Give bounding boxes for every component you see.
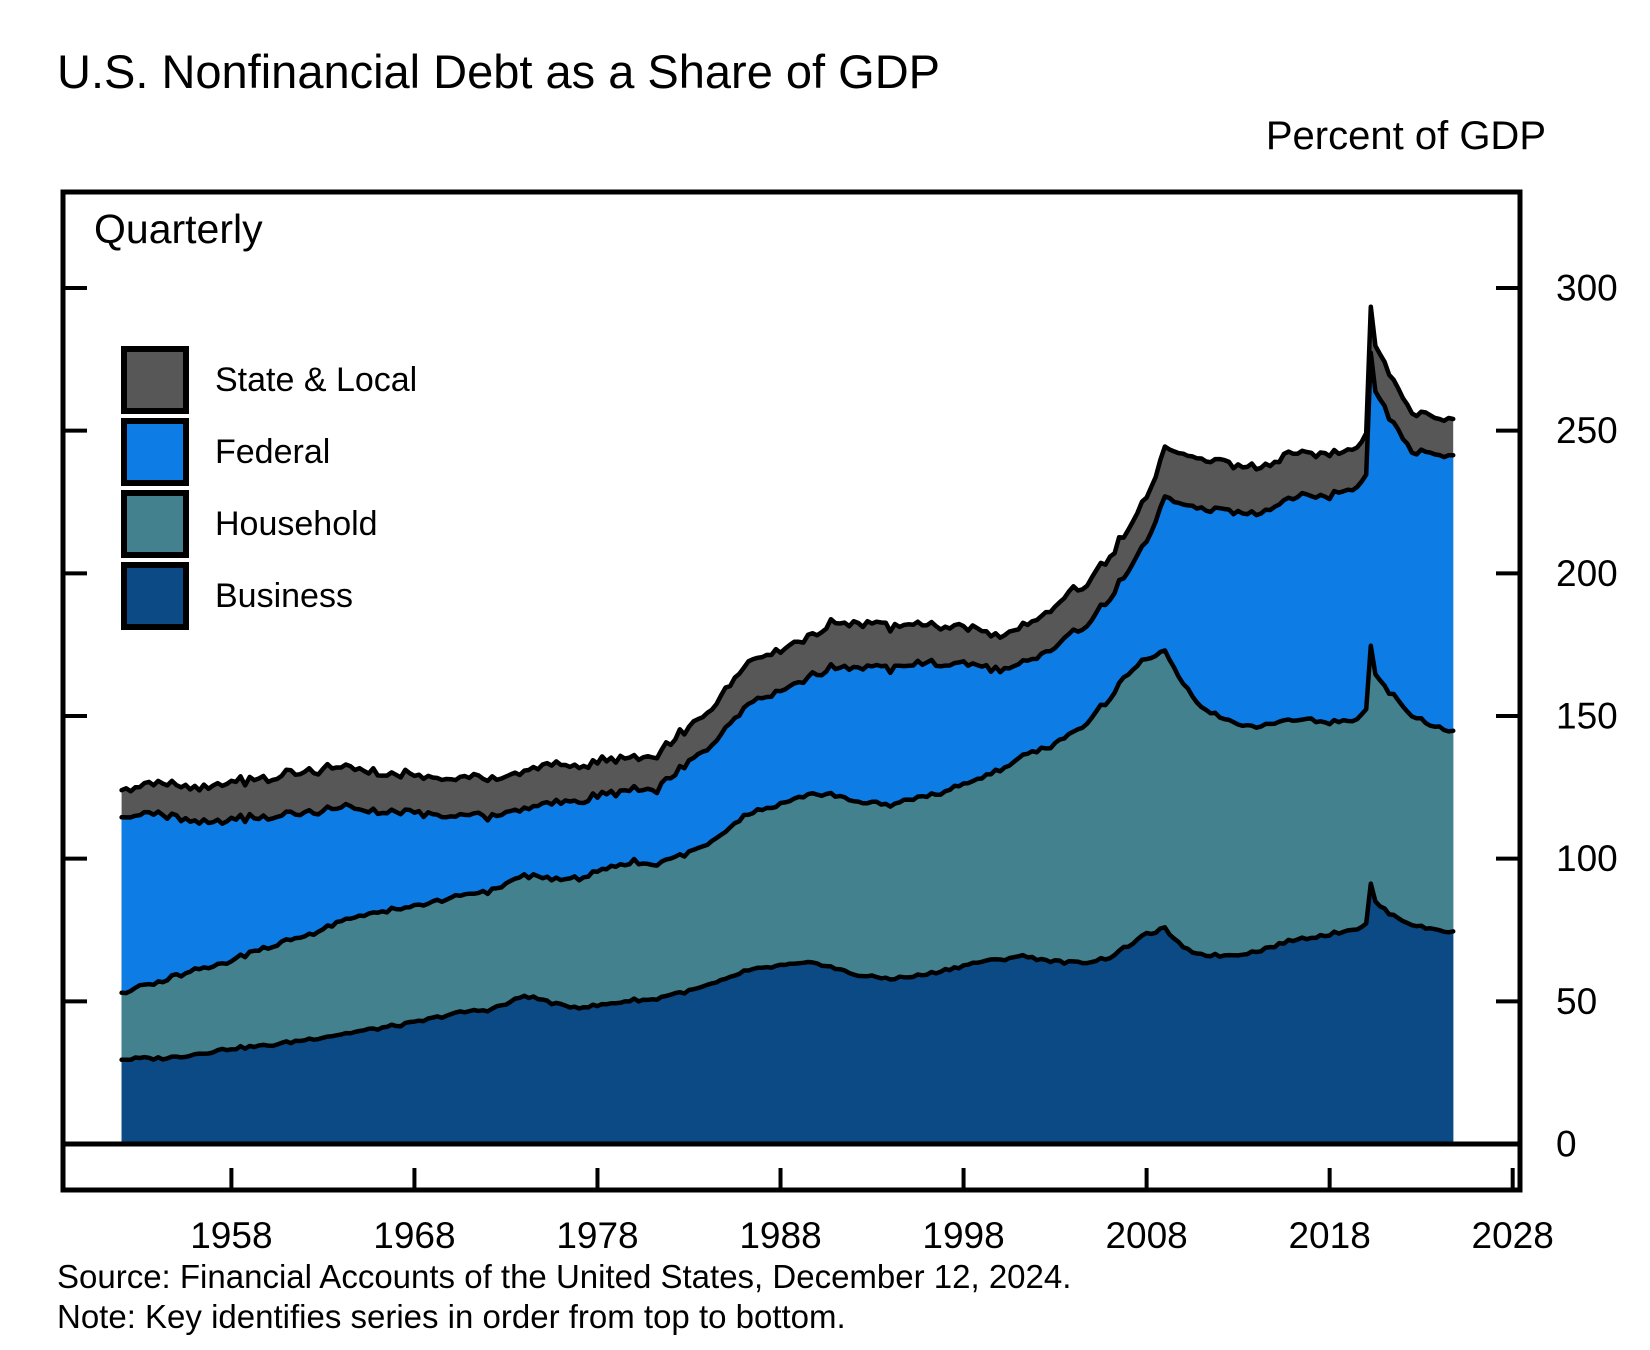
boundary-line-business: [119, 881, 1456, 1063]
key-order-note: Note: Key identifies series in order fro…: [57, 1298, 846, 1335]
boundary-line-federal: [119, 350, 1456, 826]
legend: State & Local Federal Household Business: [121, 346, 417, 630]
boundary-line-household: [119, 643, 1456, 996]
boundary-line-state-local: [119, 304, 1456, 794]
x-tick-label-2008: 2008: [1105, 1215, 1187, 1256]
frequency-label: Quarterly: [94, 206, 263, 252]
y-tick-label-250: 250: [1556, 410, 1618, 451]
x-tick-label-1988: 1988: [739, 1215, 821, 1256]
chart-title: U.S. Nonfinancial Debt as a Share of GDP: [57, 45, 940, 98]
x-tick-label-1958: 1958: [190, 1215, 272, 1256]
area-business: [121, 883, 1454, 1144]
x-tick-label-2018: 2018: [1288, 1215, 1370, 1256]
x-tick-label-1978: 1978: [556, 1215, 638, 1256]
legend-item-business: Business: [121, 562, 417, 630]
legend-label-household: Household: [215, 504, 378, 543]
y-tick-label-0: 0: [1556, 1124, 1577, 1165]
legend-label-federal: Federal: [215, 432, 331, 471]
x-tick-label-1968: 1968: [373, 1215, 455, 1256]
y-tick-label-50: 50: [1556, 981, 1597, 1022]
y-axis-unit-label: Percent of GDP: [1265, 114, 1546, 158]
legend-item-state-local: State & Local: [121, 346, 417, 414]
plot-border: [60, 189, 1523, 1193]
legend-swatch-household: [121, 490, 189, 558]
y-tick-label-150: 150: [1556, 696, 1618, 737]
y-tick-label-100: 100: [1556, 838, 1618, 879]
legend-swatch-federal: [121, 418, 189, 486]
source-note: Source: Financial Accounts of the United…: [57, 1258, 1072, 1295]
plot-area: [119, 304, 1456, 1144]
y-tick-label-300: 300: [1556, 268, 1618, 309]
x-tick-label-1998: 1998: [922, 1215, 1004, 1256]
y-tick-label-200: 200: [1556, 553, 1618, 594]
legend-swatch-business: [121, 562, 189, 630]
legend-label-state-local: State & Local: [215, 360, 418, 399]
legend-swatch-state-local: [121, 346, 189, 414]
legend-item-household: Household: [121, 490, 417, 558]
x-tick-label-2028: 2028: [1472, 1215, 1554, 1256]
legend-item-federal: Federal: [121, 418, 417, 486]
legend-label-business: Business: [215, 576, 353, 615]
